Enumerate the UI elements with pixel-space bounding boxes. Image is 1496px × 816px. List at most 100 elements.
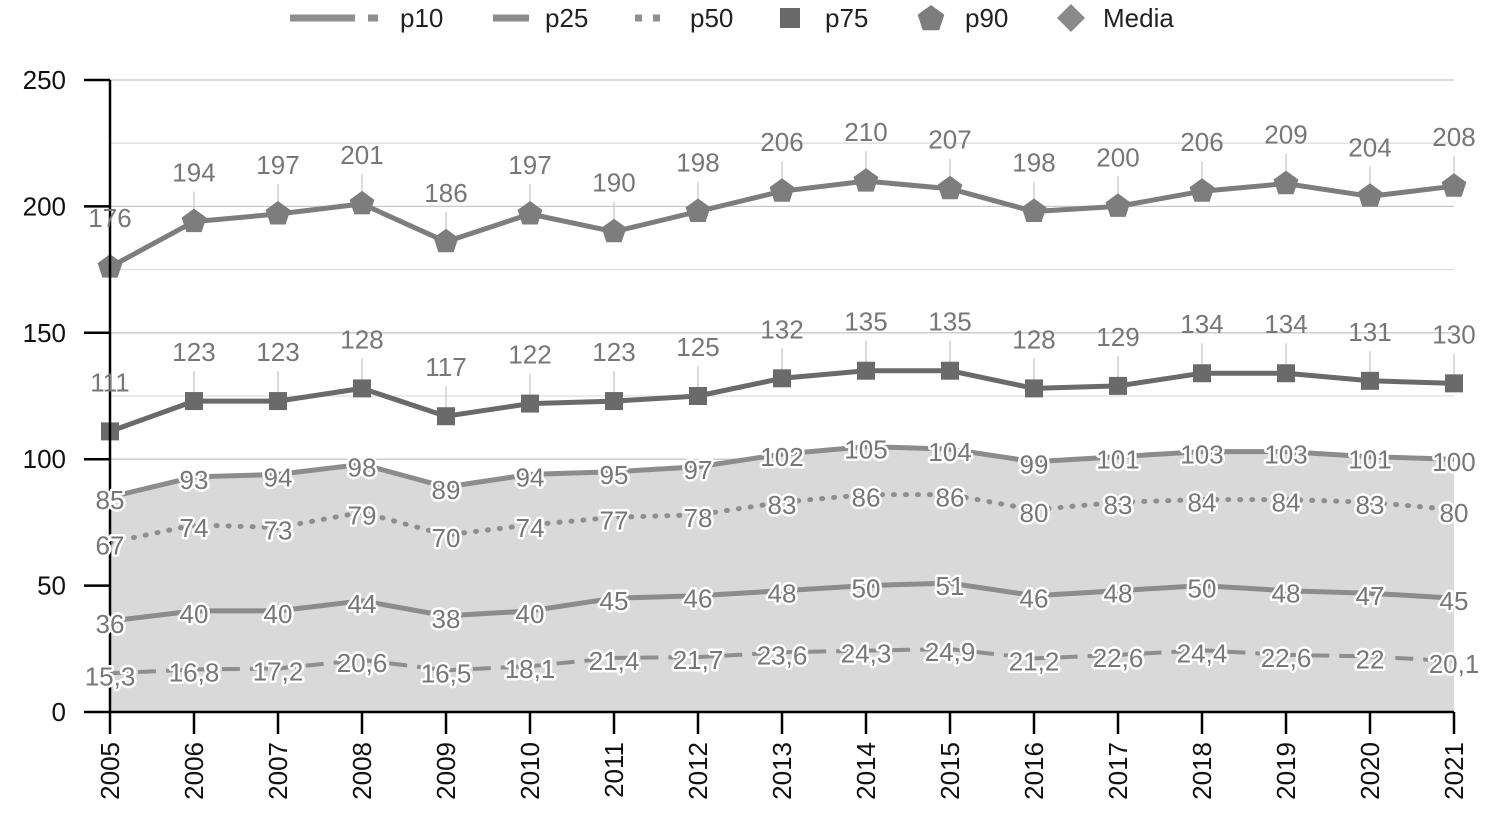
data-label-p25: 40 (516, 599, 545, 629)
data-label-p90: 132 (760, 314, 803, 344)
x-tick-label: 2020 (1355, 742, 1385, 800)
x-tick-label: 2006 (179, 742, 209, 800)
media-point (181, 208, 207, 233)
legend-label: p90 (965, 3, 1008, 33)
data-label-p10: 23,6 (757, 640, 808, 670)
data-label-p90: 134 (1180, 309, 1223, 339)
p90-point (941, 361, 959, 380)
data-label-media: 197 (256, 150, 299, 180)
data-label-p75: 102 (760, 442, 803, 472)
media-point (349, 190, 375, 215)
x-tick-label: 2014 (851, 742, 881, 800)
legend-swatch (917, 5, 945, 31)
data-label-p75: 89 (432, 475, 461, 505)
data-label-p25: 40 (180, 599, 209, 629)
data-label-p75: 103 (1264, 440, 1307, 470)
legend-item-p75: p75 (780, 3, 868, 33)
data-label-p10: 21,4 (589, 646, 640, 676)
p90-point (269, 392, 287, 411)
media-point (1189, 178, 1215, 202)
media-point (1273, 170, 1299, 195)
legend-swatch (780, 8, 800, 28)
data-label-media: 204 (1348, 132, 1391, 162)
media-point (601, 218, 627, 243)
data-label-p75: 85 (96, 485, 125, 515)
data-label-p50: 67 (96, 531, 125, 561)
data-label-p90: 134 (1264, 309, 1307, 339)
x-tick-label: 2011 (599, 742, 629, 798)
series-p10-line (109, 647, 1455, 676)
legend-item-p90: p90 (917, 3, 1008, 33)
data-label-p50: 80 (1020, 498, 1049, 528)
data-label-p50: 80 (1440, 498, 1469, 528)
p90-point (437, 407, 455, 426)
data-label-p90: 128 (1012, 324, 1055, 354)
y-tick-label: 0 (52, 697, 66, 727)
data-label-p90: 135 (844, 307, 887, 337)
media-point (1105, 193, 1131, 217)
x-tick-label: 2012 (683, 742, 713, 800)
legend-label: p75 (825, 3, 868, 33)
data-label-p10: 24,9 (925, 637, 976, 667)
media-point (685, 198, 711, 222)
data-label-p25: 50 (852, 574, 881, 604)
y-tick-label: 150 (23, 318, 66, 348)
legend-label: p25 (545, 3, 588, 33)
x-tick-label: 2018 (1187, 742, 1217, 800)
data-label-media: 198 (1012, 147, 1055, 177)
y-tick-label: 50 (37, 571, 66, 601)
data-label-p25: 48 (768, 579, 797, 609)
data-label-p75: 104 (928, 437, 971, 467)
p90-point (689, 387, 707, 405)
media-point (1021, 198, 1047, 222)
legend-label: p10 (400, 3, 443, 33)
data-label-p25: 47 (1356, 581, 1385, 611)
data-label-p10: 24,4 (1177, 638, 1228, 668)
media-point (517, 201, 543, 225)
data-label-media: 209 (1264, 120, 1307, 150)
p90-point (185, 392, 203, 411)
data-label-p25: 48 (1104, 579, 1133, 609)
data-label-p10: 22 (1356, 644, 1385, 674)
data-label-media: 210 (844, 117, 887, 147)
data-label-p75: 93 (180, 465, 209, 495)
p90-point (773, 369, 791, 388)
x-tick-label: 2007 (263, 742, 293, 800)
data-label-media: 194 (172, 158, 215, 188)
data-label-p10: 16,8 (169, 658, 220, 688)
data-label-p90: 111 (90, 367, 130, 397)
y-tick-label: 200 (23, 191, 66, 221)
data-label-p50: 86 (936, 483, 965, 513)
data-label-p75: 101 (1348, 445, 1391, 475)
data-label-p75: 94 (516, 462, 545, 492)
data-label-p25: 44 (348, 589, 377, 619)
data-label-p10: 20,1 (1429, 649, 1480, 679)
data-label-p10: 21,7 (673, 645, 724, 675)
data-label-p90: 135 (928, 307, 971, 337)
data-label-p90: 122 (508, 340, 551, 370)
x-tick-label: 2015 (935, 742, 965, 800)
data-label-p90: 129 (1096, 322, 1139, 352)
data-label-p25: 40 (264, 599, 293, 629)
data-label-p75: 103 (1180, 440, 1223, 470)
data-label-media: 201 (340, 140, 383, 170)
data-label-p10: 24,3 (841, 639, 892, 669)
data-label-p10: 21,2 (1009, 646, 1060, 676)
data-label-p90: 123 (172, 337, 215, 367)
data-label-p50: 79 (348, 500, 377, 530)
data-label-p50: 83 (1356, 490, 1385, 520)
x-tick-label: 2010 (515, 742, 545, 800)
data-label-p25: 48 (1272, 579, 1301, 609)
data-label-p90: 128 (340, 324, 383, 354)
data-label-p25: 46 (1020, 584, 1049, 614)
data-label-p10: 20,6 (337, 648, 388, 678)
data-label-p75: 99 (1020, 450, 1049, 480)
media-point (853, 168, 879, 192)
x-tick-label: 2008 (347, 742, 377, 800)
data-label-p50: 83 (768, 490, 797, 520)
p90-point (521, 394, 539, 413)
data-label-p75: 94 (264, 462, 293, 492)
legend-item-p10: p10 (290, 3, 443, 33)
legend-swatch (1057, 4, 1085, 32)
legend-label: Media (1103, 3, 1174, 33)
